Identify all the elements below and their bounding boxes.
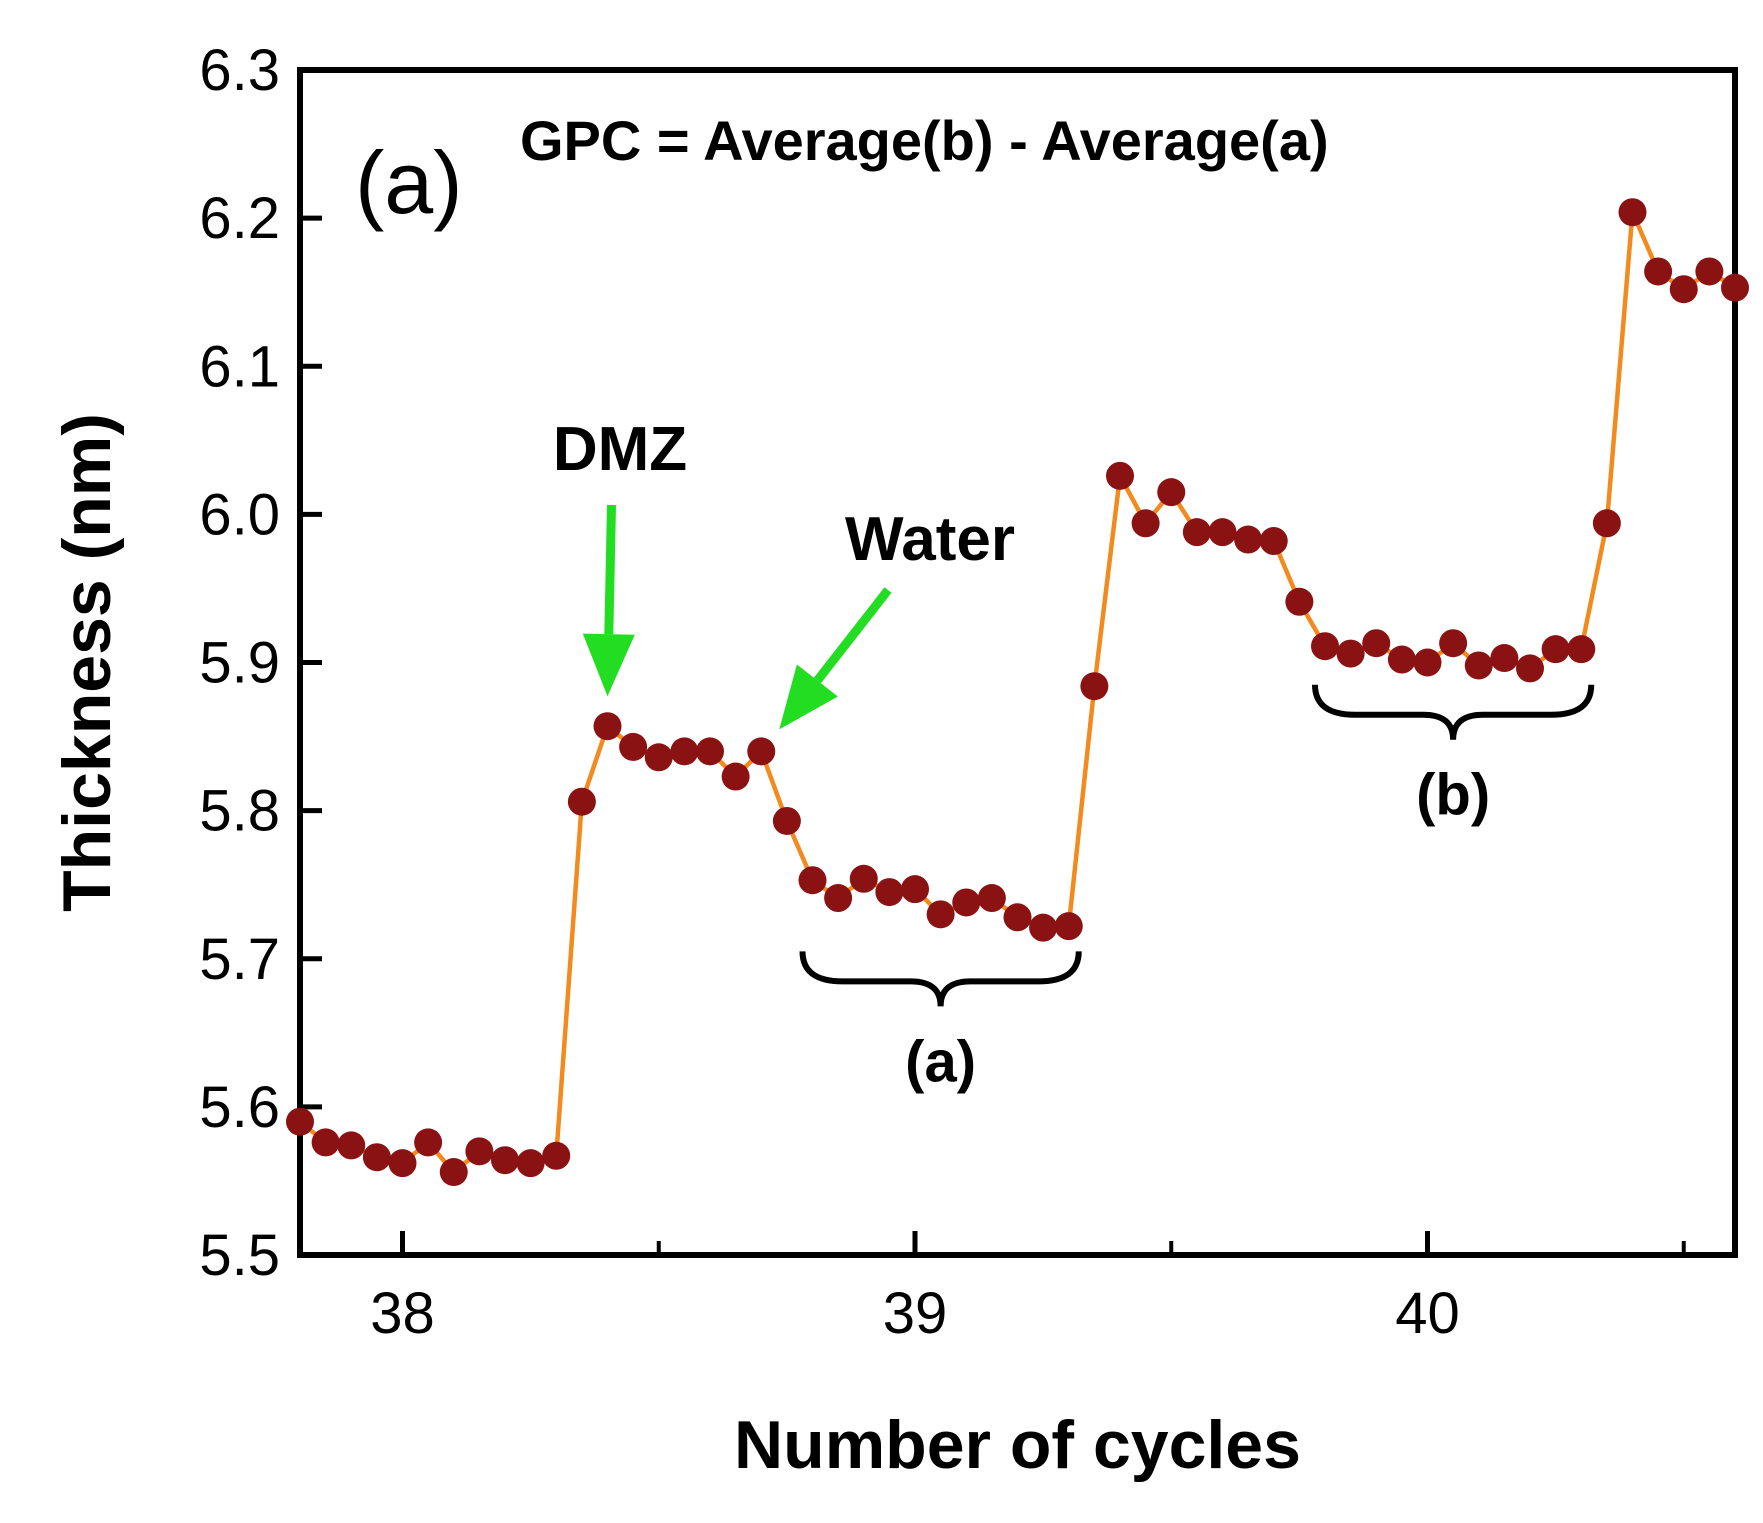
data-point (567, 787, 596, 816)
x-tick-label: 38 (370, 1281, 435, 1346)
y-axis-title: Thickness (nm) (49, 413, 125, 912)
data-point (644, 743, 673, 772)
data-point (1721, 273, 1749, 302)
series-line (298, 209, 1737, 1175)
data-point (362, 1143, 391, 1172)
data-point (1208, 518, 1237, 547)
brace-a-path (799, 951, 1082, 1007)
data-point (875, 878, 904, 907)
brace-a: (a) (799, 951, 1082, 1094)
data-point (619, 732, 648, 761)
data-point (311, 1128, 340, 1157)
data-point (1541, 635, 1570, 664)
dmz-label: DMZ (553, 415, 687, 484)
data-point (772, 806, 801, 835)
data-point (1567, 635, 1596, 664)
y-tick-label: 5.7 (199, 927, 280, 992)
y-tick-label: 6.1 (199, 334, 280, 399)
data-point (1336, 639, 1365, 668)
y-tick-label: 5.6 (199, 1075, 280, 1140)
panel-label: (a) (355, 133, 463, 232)
dmz-arrow (582, 504, 635, 697)
data-point (414, 1128, 443, 1157)
data-point (286, 1107, 314, 1136)
data-point (1157, 478, 1186, 507)
data-point (1054, 912, 1083, 941)
data-point (1592, 509, 1621, 538)
y-tick-label: 6.2 (199, 186, 280, 251)
data-point (747, 737, 776, 766)
y-tick-label: 6.3 (199, 38, 280, 103)
data-point (491, 1146, 519, 1175)
data-point (593, 712, 622, 741)
y-tick-label: 5.8 (199, 779, 280, 844)
data-point (721, 762, 750, 791)
data-point (926, 900, 955, 929)
data-point (1669, 275, 1698, 304)
data-point (1182, 518, 1211, 547)
data-point (952, 888, 981, 917)
data-point (1695, 257, 1724, 286)
annotation-layer: DMZ Water (a) (b) (553, 415, 1595, 1094)
data-point (1644, 257, 1673, 286)
dmz-arrow-head (582, 633, 635, 697)
water-arrow-shaft (813, 587, 892, 684)
series-layer (286, 198, 1749, 1187)
data-point (516, 1149, 545, 1178)
x-axis-title: Number of cycles (734, 1407, 1301, 1483)
data-point (1464, 651, 1493, 680)
data-point (1234, 525, 1263, 554)
data-point (1618, 198, 1647, 227)
brace-a-label: (a) (905, 1029, 976, 1094)
data-point (849, 864, 878, 893)
data-point (439, 1158, 468, 1187)
data-point (1413, 648, 1442, 677)
x-tick-label: 39 (883, 1281, 948, 1346)
ticks-layer: 5.5 5.6 5.7 5.8 5.9 6.0 6.1 6.2 6.3 38 39 40 (199, 38, 1686, 1346)
data-point (901, 875, 929, 904)
data-point (1516, 654, 1544, 683)
data-point (1029, 913, 1058, 942)
data-point (337, 1131, 366, 1160)
water-arrow-head (779, 664, 838, 730)
data-point (1362, 629, 1391, 658)
brace-b-label: (b) (1416, 763, 1490, 828)
data-point (1259, 527, 1288, 556)
data-point (1387, 645, 1416, 674)
data-point (696, 737, 724, 766)
water-arrow (779, 587, 892, 730)
data-point (1003, 903, 1032, 932)
water-label: Water (845, 505, 1015, 574)
data-point (542, 1141, 571, 1170)
data-point (1131, 509, 1160, 538)
data-point (824, 884, 853, 913)
y-tick-label: 5.9 (199, 631, 280, 696)
y-tick-label: 5.5 (199, 1223, 280, 1288)
data-point (1490, 644, 1519, 673)
formula-text: GPC = Average(b) - Average(a) (520, 109, 1329, 172)
data-point (1285, 587, 1314, 616)
dmz-arrow-shaft (604, 504, 616, 635)
y-tick-label: 6.0 (199, 482, 280, 547)
data-point (670, 737, 699, 766)
data-point (388, 1149, 417, 1178)
brace-b-path (1312, 684, 1595, 740)
x-tick-label: 40 (1395, 1281, 1460, 1346)
data-point (1311, 632, 1339, 661)
data-point (977, 884, 1006, 913)
data-point (1080, 672, 1109, 701)
data-point (798, 866, 827, 895)
data-point (1439, 629, 1468, 658)
brace-b: (b) (1312, 684, 1595, 828)
data-point (1106, 461, 1134, 490)
data-point (465, 1137, 494, 1166)
